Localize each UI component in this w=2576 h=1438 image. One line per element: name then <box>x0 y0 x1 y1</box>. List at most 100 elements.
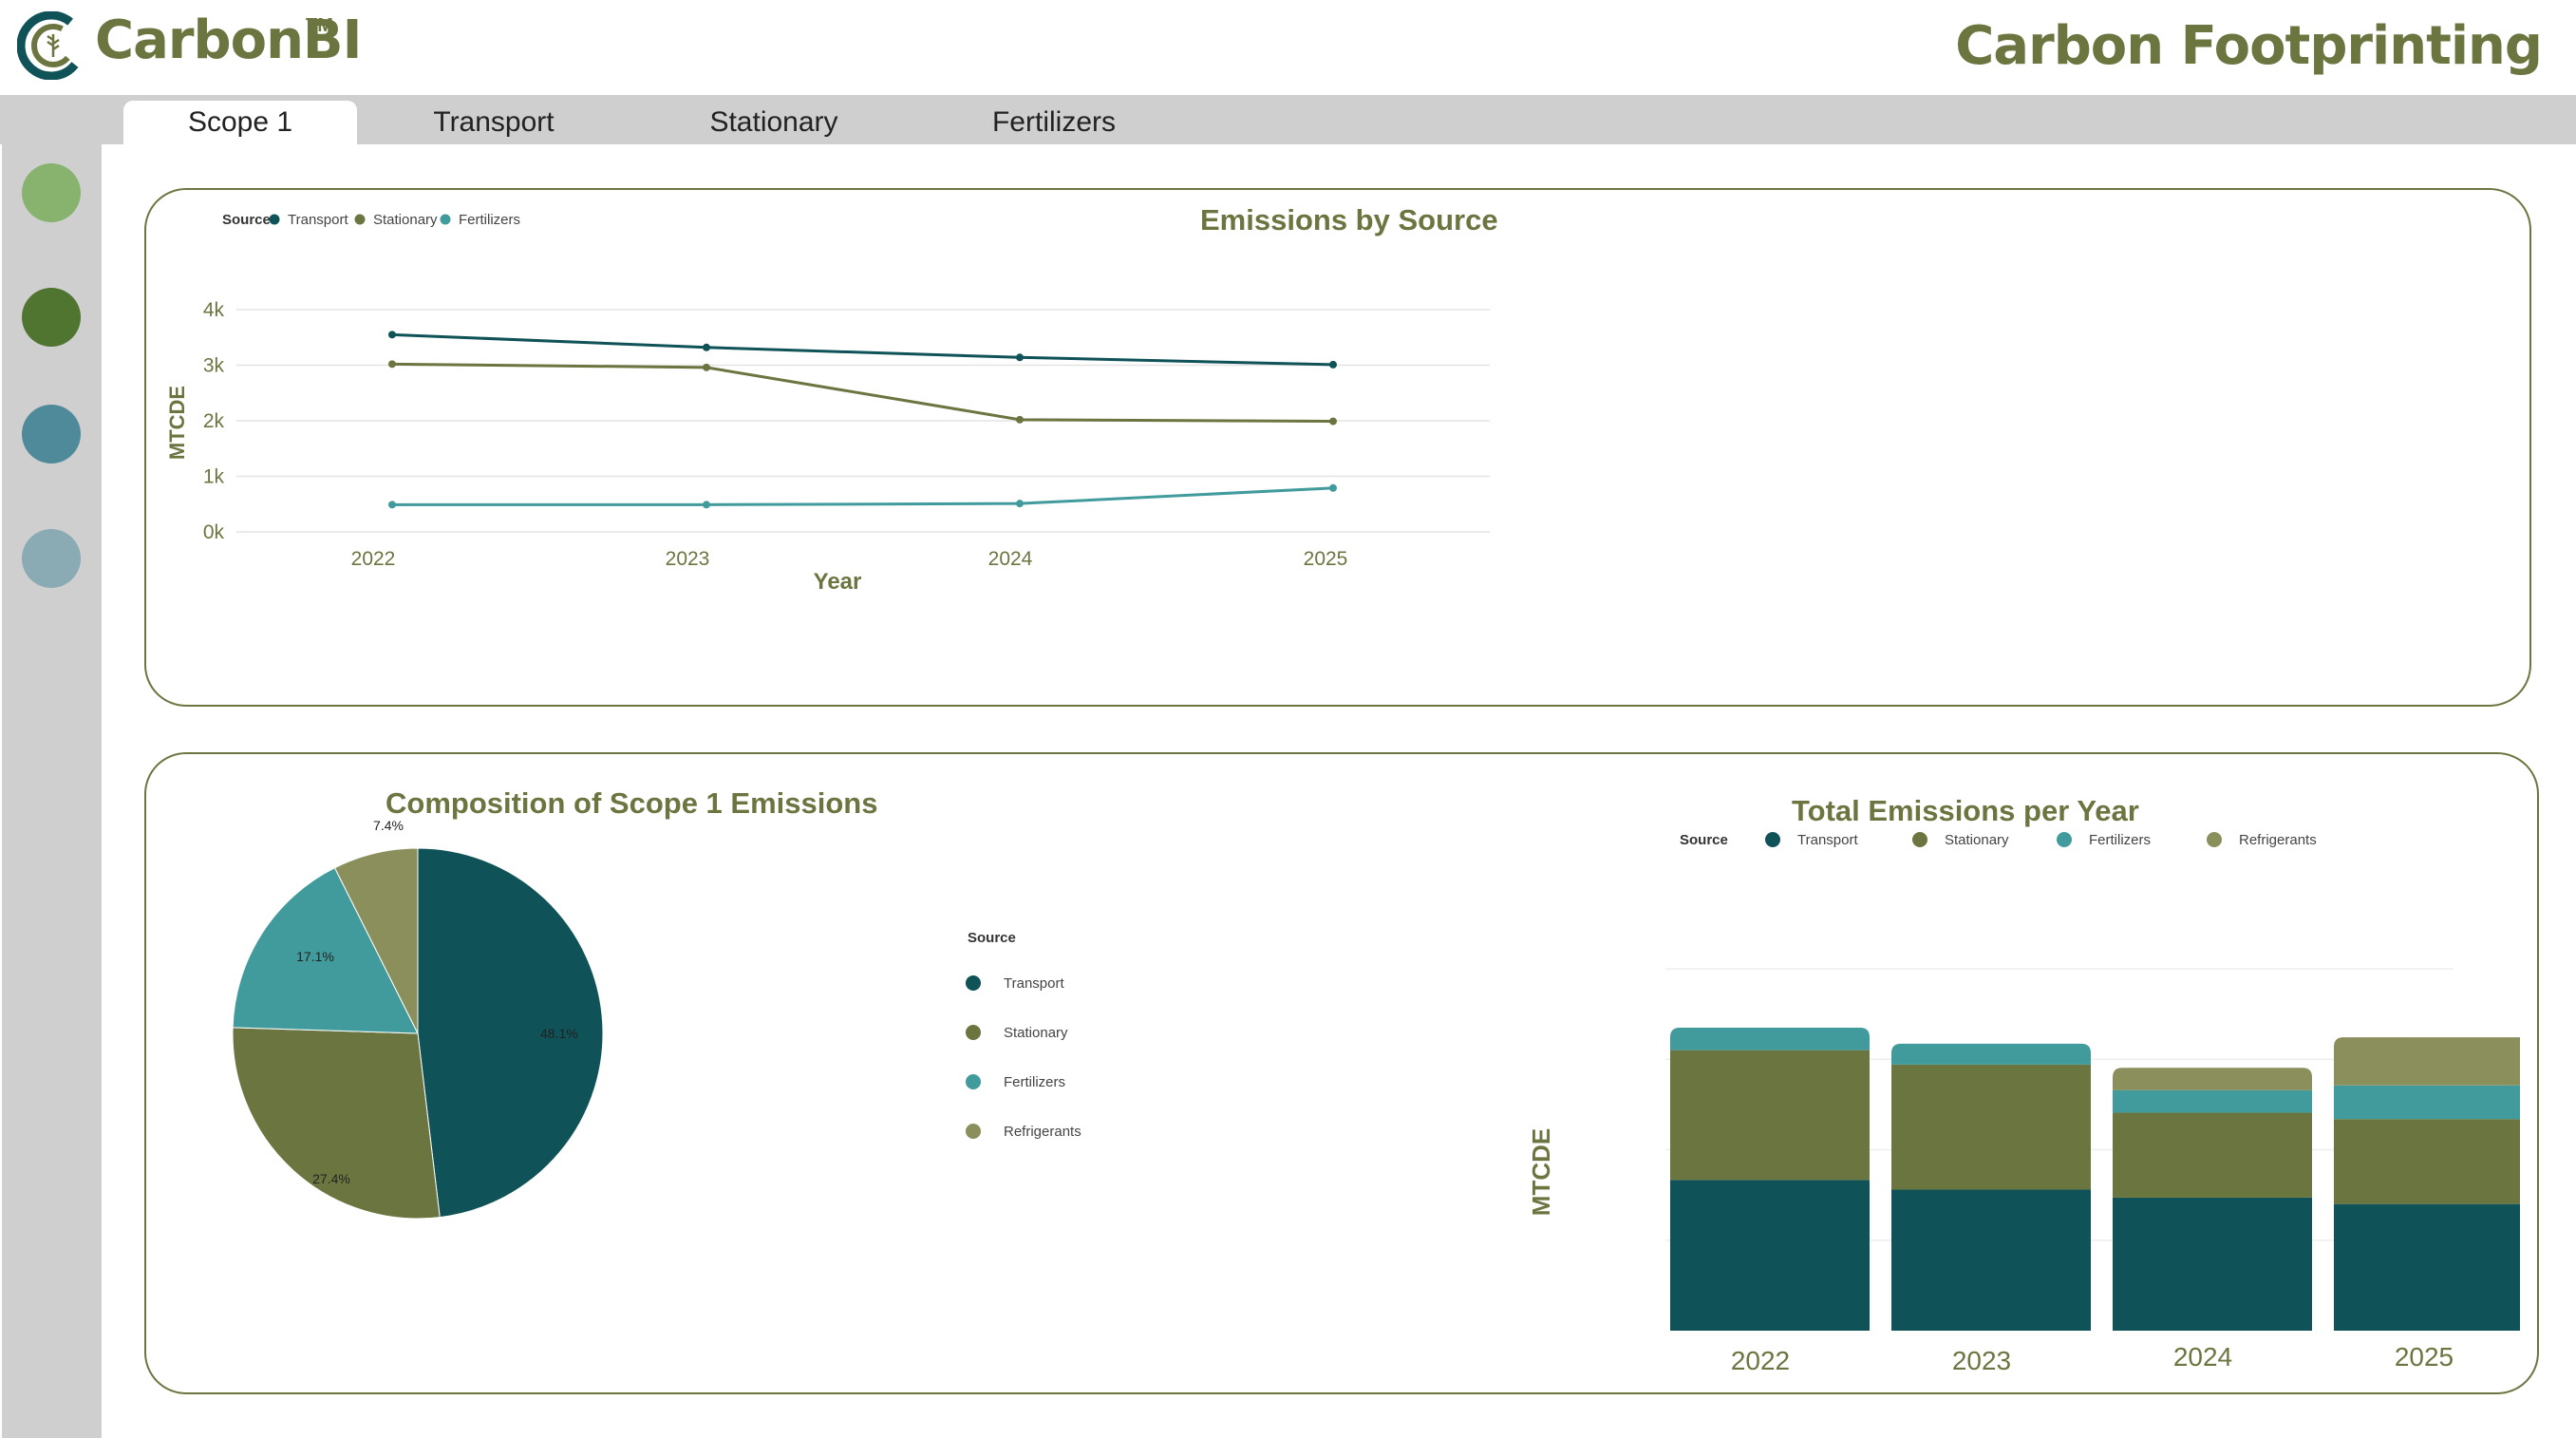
header: CarbonBI TM Carbon Footprinting <box>0 0 2576 95</box>
line-legend-marker-fertilizers <box>440 214 451 225</box>
pie-data-label: 17.1% <box>296 949 334 964</box>
emissions-by-source-card: Emissions by Source Source Transport Stati… <box>144 188 2531 707</box>
line-point-stationary <box>1329 417 1337 426</box>
tab-fertilizers[interactable]: Fertilizers <box>991 106 1116 138</box>
line-x-tick: 2022 <box>351 548 396 570</box>
bar-segment-fertilizers <box>1670 1028 1870 1050</box>
pie-slice-stationary <box>232 1027 441 1220</box>
line-y-axis-label: MTCDE <box>165 386 189 460</box>
sidebar-nav-dot-3[interactable] <box>22 405 81 464</box>
bar-x-axis-label: Year <box>2008 1387 2064 1391</box>
bar-segment-transport <box>1891 1189 2091 1331</box>
line-legend-label-transport: Transport <box>288 212 348 228</box>
pie-legend-label-fertilizers: Fertilizers <box>1004 1074 1065 1090</box>
trademark: TM <box>306 15 333 36</box>
line-x-tick: 2024 <box>988 548 1033 570</box>
pie-data-label: 7.4% <box>373 818 404 833</box>
line-series-transport <box>391 332 1334 367</box>
bar-segment-stationary <box>2113 1112 2312 1198</box>
bar-segment-stationary <box>2334 1119 2520 1204</box>
pie-legend-title: Source <box>968 930 1016 946</box>
pie-legend-label-stationary: Stationary <box>1004 1025 1068 1041</box>
pie-data-label: 27.4% <box>312 1171 350 1186</box>
line-legend-marker-transport <box>269 214 280 225</box>
line-y-tick: 2k <box>203 410 225 432</box>
bar-chart-title: Total Emissions per Year <box>1792 794 2139 827</box>
line-chart: Source Transport Stationary Fertilizers 0k 1k… <box>165 212 1490 595</box>
line-point-transport <box>1329 360 1337 369</box>
bar-chart: Source Transport Stationary Fertilizers Refr… <box>1527 832 2520 1391</box>
tab-stationary[interactable]: Stationary <box>709 106 838 138</box>
bar-segment-stationary <box>1891 1064 2091 1190</box>
sidebar-nav-dot-2[interactable] <box>22 288 81 347</box>
bar-legend-label-stationary: Stationary <box>1945 832 2009 848</box>
pie-legend-marker-stationary <box>966 1025 981 1040</box>
line-series-fertilizers <box>392 486 1334 506</box>
line-y-tick: 0k <box>203 521 225 543</box>
line-y-tick: 1k <box>203 466 225 488</box>
bar-segment-transport <box>2113 1197 2312 1331</box>
bar-segment-refrigerants <box>2334 1037 2520 1086</box>
bar-legend-marker-transport <box>1765 832 1780 847</box>
bar-legend-label-refrigerants: Refrigerants <box>2239 832 2317 848</box>
bar-segment-refrigerants <box>2113 1068 2312 1090</box>
line-point-fertilizers <box>388 501 396 509</box>
line-point-stationary <box>1016 415 1024 424</box>
sidebar-nav-dot-4[interactable] <box>22 529 81 588</box>
leaf-c-logo-icon <box>16 10 86 81</box>
bar-x-tick: 2023 <box>1952 1346 2011 1375</box>
line-legend-title: Source <box>222 212 271 228</box>
line-point-fertilizers <box>703 501 710 509</box>
line-series-stationary <box>391 362 1334 424</box>
bar-legend-marker-stationary <box>1912 832 1927 847</box>
line-x-axis-label: Year <box>814 569 862 595</box>
bar-y-axis-label: MTCDE <box>1527 1128 1555 1216</box>
line-point-stationary <box>388 360 396 369</box>
sidebar <box>2 95 102 1438</box>
brand-name: CarbonBI <box>95 9 362 71</box>
bar-legend-marker-fertilizers <box>2057 832 2072 847</box>
tab-transport[interactable]: Transport <box>433 106 555 138</box>
line-point-transport <box>1016 353 1024 362</box>
bar-x-tick: 2022 <box>1731 1346 1790 1375</box>
tab-scope-1[interactable]: Scope 1 <box>123 101 357 144</box>
pie-chart: 48.1% 27.4% 17.1% 7.4% Source Transport Statio… <box>232 818 1081 1220</box>
page-title: Carbon Footprinting <box>1955 15 2543 77</box>
line-legend-label-stationary: Stationary <box>373 212 438 228</box>
pie-legend-marker-refrigerants <box>966 1124 981 1139</box>
pie-legend-label-transport: Transport <box>1004 975 1064 992</box>
bar-segment-fertilizers <box>1891 1043 2091 1065</box>
pie-slice-fertilizers <box>232 867 419 1034</box>
line-point-stationary <box>703 363 710 371</box>
pie-legend-marker-transport <box>966 975 981 991</box>
bar-segment-transport <box>2334 1203 2520 1331</box>
bar-segment-fertilizers <box>2113 1089 2312 1113</box>
line-point-transport <box>703 343 710 351</box>
composition-card: Composition of Scope 1 Emissions Total E… <box>144 752 2539 1394</box>
line-point-fertilizers <box>1329 483 1337 492</box>
bar-legend-marker-refrigerants <box>2207 832 2222 847</box>
bar-segment-stationary <box>1670 1050 1870 1181</box>
main-content: Emissions by Source Source Transport Stati… <box>108 144 2576 1438</box>
pie-chart-title: Composition of Scope 1 Emissions <box>385 786 878 820</box>
bar-segment-fertilizers <box>2334 1085 2520 1120</box>
bar-segment-transport <box>1670 1180 1870 1331</box>
line-legend-marker-stationary <box>354 214 366 225</box>
line-point-fertilizers <box>1016 500 1024 508</box>
pie-legend-marker-fertilizers <box>966 1074 981 1089</box>
tab-strip: Scope 1 Transport Stationary Fertilizers <box>0 95 2576 144</box>
pie-legend-label-refrigerants: Refrigerants <box>1004 1124 1081 1140</box>
line-chart-title: Emissions by Source <box>1200 203 1498 237</box>
bar-legend-label-transport: Transport <box>1797 832 1858 848</box>
pie-slice-transport <box>417 847 604 1219</box>
line-y-tick: 4k <box>203 299 225 321</box>
pie-data-label: 48.1% <box>540 1026 578 1041</box>
bar-x-tick: 2025 <box>2395 1342 2454 1372</box>
sidebar-nav-dot-1[interactable] <box>22 163 81 222</box>
line-y-tick: 3k <box>203 355 225 377</box>
line-legend-label-fertilizers: Fertilizers <box>459 212 520 228</box>
bar-x-tick: 2024 <box>2173 1342 2232 1372</box>
bar-legend-title: Source <box>1680 832 1728 848</box>
pie-slice-refrigerants <box>333 847 419 1034</box>
